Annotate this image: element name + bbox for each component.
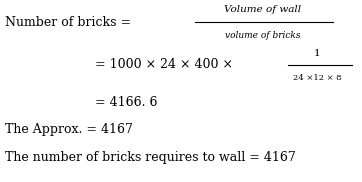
- Text: volume of bricks: volume of bricks: [225, 31, 301, 39]
- Text: 24 ×12 × 8: 24 ×12 × 8: [293, 74, 341, 82]
- Text: = 4166. 6: = 4166. 6: [95, 96, 157, 108]
- Text: The number of bricks requires to wall = 4167: The number of bricks requires to wall = …: [5, 151, 296, 165]
- Text: Volume of wall: Volume of wall: [224, 5, 302, 15]
- Text: 1: 1: [314, 50, 320, 58]
- Text: = 1000 × 24 × 400 ×: = 1000 × 24 × 400 ×: [95, 58, 233, 72]
- Text: Number of bricks =: Number of bricks =: [5, 15, 135, 29]
- Text: The Approx. = 4167: The Approx. = 4167: [5, 124, 133, 136]
